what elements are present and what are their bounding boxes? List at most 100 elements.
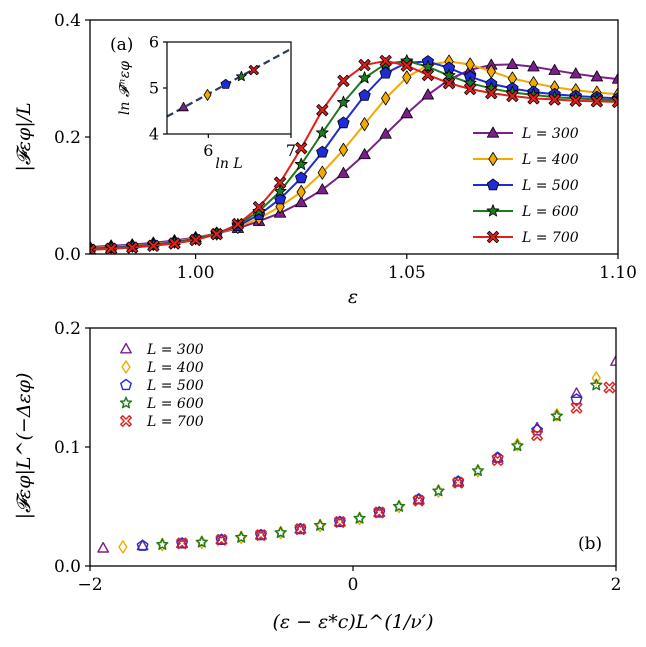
panel-a-data-point xyxy=(105,242,118,254)
panel-a-data-point xyxy=(402,70,412,85)
panel-a-data-point xyxy=(464,82,477,96)
panel-a-data-point xyxy=(569,94,582,107)
panel-b-data-point xyxy=(333,516,346,528)
panel-a-inset: 6 7 4 5 6 ln L ln 𝓕ᵐεφ xyxy=(117,33,296,172)
panel-b-legend-marker xyxy=(120,415,132,427)
panel-a-data-point xyxy=(273,176,287,189)
panel-b-legend: L = 300 L = 400 L = 500 L = 600 L = 700 xyxy=(119,342,204,430)
panel-b-x-tick-label: −2 xyxy=(77,575,102,595)
panel-b-data-point xyxy=(235,530,248,543)
panel-b-data-point xyxy=(412,494,425,507)
panel-a-data-point xyxy=(590,95,603,108)
panel-b-data-point xyxy=(570,387,583,398)
panel-a-y-axis-label: |𝓕εφ|/L xyxy=(13,102,35,171)
panel-a-data-point xyxy=(379,127,392,139)
panel-a-data-point xyxy=(527,60,540,72)
panel-b-data-point xyxy=(255,529,267,541)
panel-b-data-point xyxy=(118,540,128,554)
panel-b-data-point xyxy=(215,533,228,546)
panel-b-data-point xyxy=(512,437,522,452)
panel-a-legend-marker xyxy=(486,204,500,217)
panel-a-plot-area xyxy=(90,54,618,254)
inset-x-axis-label: ln L xyxy=(215,156,242,172)
panel-b-data-point xyxy=(552,408,562,422)
panel-a-data-point xyxy=(168,237,181,250)
panel-a-data-point xyxy=(379,54,392,68)
inset-y-tick-label: 5 xyxy=(149,79,159,98)
panel-b-data-point xyxy=(570,393,583,405)
panel-a-legend-label: L = 400 xyxy=(521,152,579,168)
panel-a-legend-marker xyxy=(488,151,498,167)
panel-a-data-point xyxy=(210,228,223,241)
panel-a-data-point xyxy=(317,165,327,180)
panel-b-data-point xyxy=(432,484,445,497)
panel-b-data-point xyxy=(452,476,465,489)
panel-b-data-point xyxy=(97,541,110,553)
panel-b-x-axis-label: (ε − ε*c)L^(1/ν′) xyxy=(272,611,433,633)
panel-a-data-point xyxy=(527,92,540,105)
panel-a-data-point xyxy=(316,183,329,195)
panel-a-data-point xyxy=(338,142,349,157)
panel-a-data-point xyxy=(295,171,308,184)
panel-b-data-point xyxy=(511,439,524,452)
inset-y-axis-label: ln 𝓕ᵐεφ xyxy=(117,61,133,115)
panel-b-data-point xyxy=(591,371,601,385)
panel-a-y-tick-label: 0.0 xyxy=(54,245,81,265)
panel-a-data-point xyxy=(358,71,371,84)
panel-a-data-point xyxy=(337,95,350,108)
panel-a-data-point xyxy=(358,89,371,101)
panel-a-data-point xyxy=(294,157,308,170)
inset-data-point xyxy=(248,64,259,76)
panel-a-data-point xyxy=(315,126,329,139)
panel-a-data-point xyxy=(400,59,413,72)
panel-b-legend-marker xyxy=(119,396,133,409)
panel-a-legend-marker xyxy=(486,126,500,138)
panel-a-data-point xyxy=(463,76,477,89)
panel-b-legend-label: L = 500 xyxy=(146,378,204,394)
inset-data-point xyxy=(203,89,212,101)
panel-b-legend-marker xyxy=(121,360,131,374)
panel-a-data-point xyxy=(296,184,306,199)
panel-a-data-point xyxy=(611,72,618,84)
panel-a-x-axis-label: ε xyxy=(348,286,358,308)
panel-b-data-point xyxy=(195,535,208,548)
panel-a: 1.00 1.05 1.10 0.0 0.2 0.4 (a) ε |𝓕εφ|/L L = … xyxy=(13,11,637,308)
panel-a-data-point xyxy=(421,88,435,100)
panel-a-data-point xyxy=(548,63,561,75)
panel-b-y-tick-label: 0.1 xyxy=(54,438,81,458)
panel-a-legend-marker xyxy=(486,178,500,191)
panel-a-data-point xyxy=(337,74,350,87)
panel-a-x-tick-label: 1.10 xyxy=(599,263,637,283)
panel-b-y-tick-label: 0.0 xyxy=(54,557,81,577)
panel-a-data-point xyxy=(231,218,244,231)
panel-a-data-point xyxy=(189,233,202,247)
panel-a-x-tick-label: 1.05 xyxy=(388,263,426,283)
panel-a-data-point xyxy=(442,77,456,90)
panel-b-data-point xyxy=(313,519,327,531)
panel-a-data-point xyxy=(316,103,329,117)
panel-b-label: (b) xyxy=(578,534,602,554)
panel-a-data-point xyxy=(379,66,392,79)
panel-a-data-point xyxy=(400,107,413,119)
panel-b-data-point xyxy=(570,401,583,414)
panel-a-y-tick-label: 0.2 xyxy=(54,128,81,148)
panel-a-data-point xyxy=(421,68,435,82)
panel-a-legend-label: L = 600 xyxy=(521,204,579,220)
panel-b-data-point xyxy=(176,537,188,550)
panel-a-data-point xyxy=(295,142,308,155)
panel-b-data-point xyxy=(294,523,307,536)
panel-b-y-tick-label: 0.2 xyxy=(54,319,81,339)
inset-data-point xyxy=(236,70,247,82)
panel-a-label: (a) xyxy=(110,35,133,55)
panel-b-data-point xyxy=(471,464,485,477)
panel-a-ticks: 1.00 1.05 1.10 0.0 0.2 0.4 xyxy=(54,11,637,283)
panel-a-series-line xyxy=(90,59,618,251)
panel-b-data-point xyxy=(550,409,564,422)
inset-x-tick-label: 6 xyxy=(203,141,213,160)
panel-a-data-point xyxy=(485,87,498,100)
panel-b-legend-label: L = 700 xyxy=(146,414,204,430)
panel-b: −2 0 2 0.0 0.1 0.2 (b) (ε − ε*c)L^(1/ν′) |𝓕εφ… xyxy=(13,319,621,633)
panel-a-data-point xyxy=(147,239,160,252)
inset-y-tick-label: 6 xyxy=(149,33,159,52)
